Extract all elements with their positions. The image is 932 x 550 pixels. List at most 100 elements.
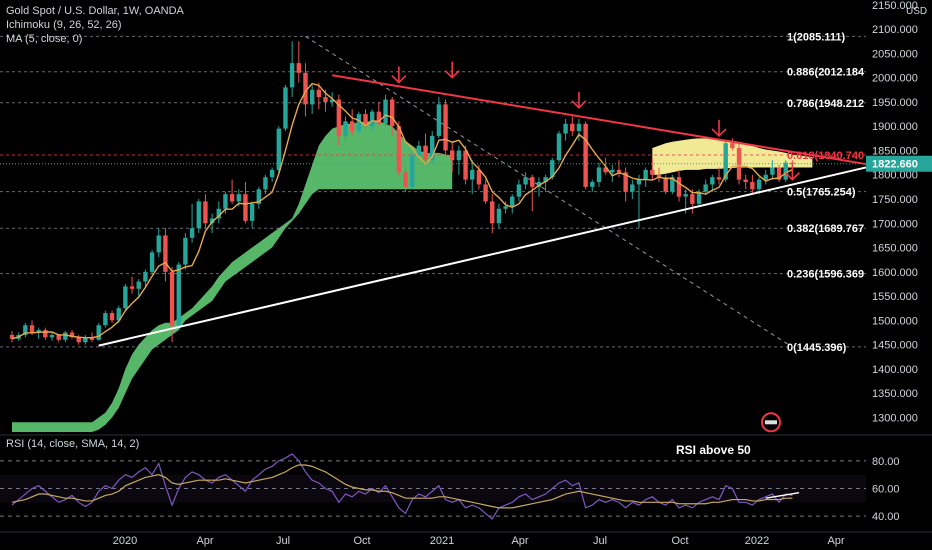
candle-body (496, 208, 502, 224)
candle-body (389, 99, 395, 127)
candle-body (263, 177, 268, 190)
time-tick-label: Oct (353, 535, 370, 547)
candle-body (29, 325, 35, 333)
candle-body (483, 184, 488, 202)
candle-body (570, 123, 575, 132)
candle-body (443, 104, 448, 151)
candle-body (69, 332, 75, 337)
candle-body (596, 167, 602, 183)
candle-body (83, 337, 88, 343)
candle-body (543, 177, 548, 183)
candle-body (590, 182, 595, 187)
fib-level-label: 0.382(1689.767 (787, 223, 864, 235)
fib-level-label: 0.618(1840.740 (787, 150, 864, 162)
candle-body (176, 264, 181, 326)
time-tick-label: Oct (671, 535, 688, 547)
candle-body (36, 330, 41, 333)
arrow-down-icon (571, 91, 587, 109)
candle-body (189, 228, 195, 238)
candle-body (216, 208, 221, 219)
candle-body (243, 194, 248, 221)
fib-level-label: 0.886(2012.184 (787, 67, 865, 79)
candle-body (776, 167, 782, 180)
price-tick-label: 1850.000 (872, 145, 918, 157)
candle-body (323, 97, 328, 102)
price-tick-label: 2100.000 (872, 24, 918, 36)
candle-body (676, 177, 682, 197)
candle-body (743, 179, 748, 183)
candle-body (536, 182, 542, 187)
rsi-arrow-line (765, 491, 800, 499)
candle-body (696, 191, 702, 204)
candle-body (96, 325, 101, 340)
candle-body (410, 155, 415, 187)
candle-body (656, 174, 662, 178)
candle-body (129, 286, 135, 289)
candle-body (770, 167, 775, 175)
time-tick-label: Apr (827, 535, 844, 547)
candle-body (303, 72, 308, 105)
candle-body (196, 201, 201, 229)
candle-body (583, 123, 588, 187)
price-tick-label: 2150.000 (872, 0, 918, 12)
price-tick-label: 2050.000 (872, 48, 918, 60)
candle-body (276, 128, 281, 170)
candle-body (56, 334, 61, 340)
candle-body (63, 332, 68, 340)
candle-body (156, 235, 161, 253)
candle-body (229, 194, 235, 202)
fib-level-label: 0(1445.396) (787, 342, 847, 354)
candle-body (550, 160, 555, 178)
candle-body (623, 172, 628, 192)
candle-body (756, 179, 762, 190)
candle-body (223, 194, 228, 209)
price-axis-panel (866, 0, 932, 550)
candle-body (730, 143, 735, 149)
rsi-line (11, 453, 793, 520)
candle-body (603, 167, 608, 173)
candle-body (103, 313, 108, 326)
candle-body (530, 177, 535, 187)
fib-level-label: 0.5(1765.254) (787, 187, 856, 199)
candle-body (369, 111, 375, 127)
arrow-down-icon (784, 163, 800, 181)
price-tick-label: 1950.000 (872, 97, 918, 109)
candle-body (650, 169, 655, 175)
candle-body (89, 337, 95, 340)
time-tick-label: 2022 (745, 535, 769, 547)
candle-body (383, 99, 388, 124)
candle-body (723, 143, 728, 180)
price-tick-label: 1800.000 (872, 170, 918, 182)
resistance-trendline (331, 74, 867, 166)
price-tick-label: 1500.000 (872, 315, 918, 327)
candle-body (209, 218, 215, 224)
time-tick-label: Apr (196, 535, 213, 547)
candle-body (670, 177, 675, 192)
candle-body (503, 206, 508, 209)
candle-body (710, 177, 715, 185)
arrow-down-icon (444, 61, 460, 79)
candle-body (470, 169, 475, 180)
candle-body (490, 201, 495, 224)
candle-body (349, 121, 355, 132)
candle-body (249, 203, 255, 221)
candle-body (636, 179, 642, 185)
time-tick-label: Jul (276, 535, 290, 547)
price-tick-label: 1700.000 (872, 218, 918, 230)
candle-body (343, 121, 348, 136)
candle-body (430, 135, 435, 161)
candle-body (309, 89, 315, 105)
candle-body (49, 334, 55, 338)
rsi-legend: RSI (14, close, SMA, 14, 2) (6, 438, 140, 450)
time-tick-label: 2021 (430, 535, 454, 547)
rsi-tick-label: 40.00 (872, 511, 900, 523)
candle-body (563, 123, 568, 134)
candle-body (203, 201, 208, 224)
candle-body (296, 63, 302, 73)
rsi-sma-line (11, 464, 793, 509)
price-tick-label: 1300.000 (872, 412, 918, 424)
candle-body (616, 169, 622, 173)
candle-body (316, 89, 322, 98)
